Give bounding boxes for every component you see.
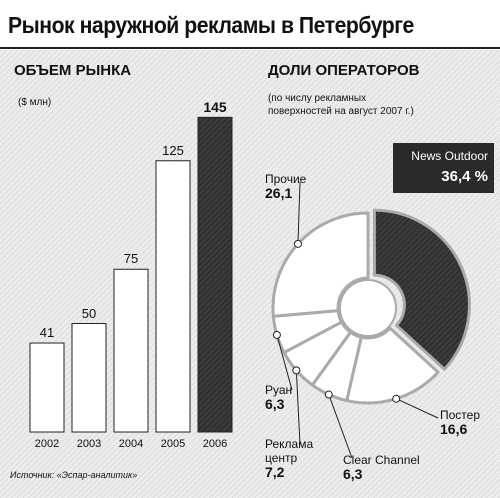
bar: [155, 160, 191, 433]
legend-label: Руан 6,3: [265, 383, 355, 411]
leader-dot: [272, 330, 281, 339]
value-label: 7,2: [265, 464, 285, 480]
value-label: 16,6: [440, 421, 468, 437]
legend-label: Прочие 26,1: [265, 172, 355, 200]
bar: [71, 323, 107, 433]
donut-subtitle: (по числу рекламных поверхностей на авгу…: [268, 93, 414, 117]
bar-title: ОБЪЕМ РЫНКА: [14, 62, 132, 79]
value-label: 26,1: [265, 185, 293, 201]
legend-label: Реклама центр 7,2: [265, 437, 327, 479]
value-label: 145: [203, 99, 227, 116]
leader-line: [295, 370, 301, 446]
x-tick-label: 2006: [202, 438, 228, 450]
callout-box: [393, 143, 494, 193]
value-label: 41: [39, 325, 55, 341]
donut-segment: [345, 326, 440, 405]
x-tick-label: 2002: [34, 438, 60, 450]
leader-dot: [293, 239, 302, 248]
leader-dot: [292, 366, 301, 375]
x-tick-label: 2005: [160, 438, 186, 450]
donut-title: ДОЛИ ОПЕРАТОРОВ: [268, 62, 420, 79]
leader-dot: [324, 390, 333, 399]
value-label: 6,3: [343, 466, 363, 482]
x-tick-label: 2003: [76, 438, 102, 450]
value-label: 50: [81, 305, 97, 321]
page-title: Рынок наружной рекламы в Петербурге: [8, 12, 414, 38]
leader-dot: [392, 394, 401, 403]
legend-label: Постер 16,6: [440, 408, 500, 436]
value-label: 6,3: [265, 396, 285, 412]
leader-line: [328, 394, 353, 459]
source: Источник: «Эспар-аналитик»: [10, 470, 138, 480]
leader-line: [276, 334, 293, 391]
legend-label: News Outdoor: [411, 149, 488, 163]
y-label: ($ млн): [18, 97, 52, 108]
value-label: 75: [123, 251, 139, 267]
donut-segment: [372, 208, 471, 371]
leader-line: [297, 181, 301, 244]
donut-segment: [271, 211, 370, 318]
legend-label: Clear Channel 6,3: [343, 453, 433, 481]
bar: [29, 342, 65, 433]
leader-line: [396, 398, 439, 419]
donut-hole: [339, 279, 397, 337]
value-label: 125: [162, 142, 184, 158]
bar: [197, 116, 233, 433]
value-label: 36,4 %: [441, 168, 488, 185]
title-band: [0, 0, 500, 50]
bar: [113, 268, 149, 433]
x-tick-label: 2004: [118, 438, 144, 450]
